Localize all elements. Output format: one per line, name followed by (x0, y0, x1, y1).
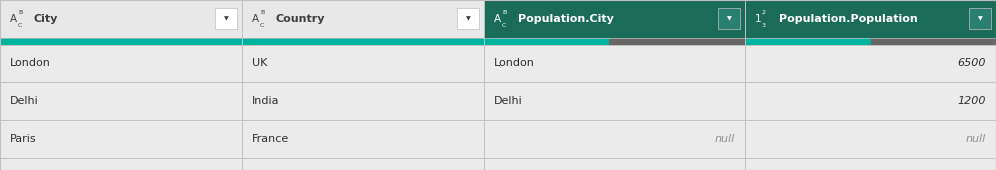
Bar (745, 38, 871, 45)
Text: A: A (494, 14, 501, 24)
Text: C: C (260, 23, 264, 28)
Bar (0, 0, 242, 38)
Text: London: London (494, 58, 535, 68)
Bar (242, 158, 484, 170)
Text: ▼: ▼ (727, 16, 731, 21)
Text: France: France (252, 134, 289, 144)
Text: ▼: ▼ (466, 16, 470, 21)
Text: C: C (18, 23, 22, 28)
Bar (242, 0, 484, 38)
Text: 1: 1 (755, 14, 762, 24)
Bar (242, 120, 484, 158)
Text: B: B (502, 10, 506, 15)
Bar (0, 158, 242, 170)
Text: 6500: 6500 (957, 58, 986, 68)
Bar (0, 38, 242, 45)
Text: B: B (18, 10, 22, 15)
Text: Delhi: Delhi (10, 96, 39, 106)
Bar (0, 82, 242, 120)
Text: ▼: ▼ (224, 16, 228, 21)
Bar (718, 8, 740, 29)
Text: 2: 2 (762, 10, 766, 15)
Text: A: A (10, 14, 17, 24)
Bar (242, 82, 484, 120)
Text: 3: 3 (762, 23, 766, 28)
Text: Country: Country (276, 14, 326, 24)
Text: B: B (260, 10, 264, 15)
Bar (745, 45, 996, 82)
Bar (484, 158, 745, 170)
Bar (745, 0, 996, 38)
Bar (484, 38, 610, 45)
Bar (871, 38, 996, 45)
Text: Population.Population: Population.Population (779, 14, 917, 24)
Bar (969, 8, 991, 29)
Text: UK: UK (252, 58, 267, 68)
Bar (484, 120, 745, 158)
Text: null: null (715, 134, 735, 144)
Bar (242, 45, 484, 82)
Bar (215, 8, 237, 29)
Bar (242, 38, 484, 45)
Bar (745, 158, 996, 170)
Bar (484, 82, 745, 120)
Text: City: City (34, 14, 58, 24)
Text: A: A (252, 14, 259, 24)
Text: 1200: 1200 (957, 96, 986, 106)
Text: Paris: Paris (10, 134, 37, 144)
Bar (484, 45, 745, 82)
Bar (610, 38, 745, 45)
Text: Population.City: Population.City (518, 14, 614, 24)
Text: Delhi: Delhi (494, 96, 523, 106)
Text: null: null (966, 134, 986, 144)
Text: India: India (252, 96, 280, 106)
Text: ▼: ▼ (978, 16, 982, 21)
Bar (745, 120, 996, 158)
Bar (0, 120, 242, 158)
Text: C: C (502, 23, 506, 28)
Bar (484, 0, 745, 38)
Bar (745, 82, 996, 120)
Bar (0, 45, 242, 82)
Bar (457, 8, 479, 29)
Text: London: London (10, 58, 51, 68)
